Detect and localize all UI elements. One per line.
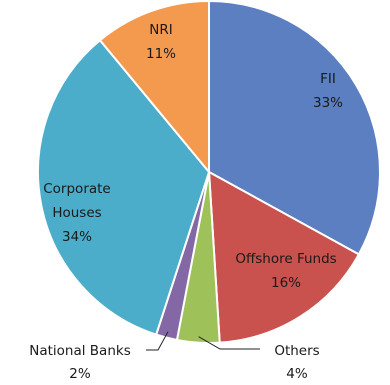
leader-lines bbox=[146, 331, 260, 351]
pie-slice-nri bbox=[99, 0, 210, 173]
slice-pct-corporate-houses: 34% bbox=[62, 229, 92, 245]
slice-label-nri: NRI bbox=[149, 22, 172, 38]
slice-pct-nri: 11% bbox=[146, 46, 176, 62]
slice-label-national-banks: National Banks bbox=[29, 343, 131, 359]
pie-slice-fii bbox=[208, 0, 381, 256]
slice-label-fii: FII bbox=[320, 71, 336, 87]
pie-slices bbox=[36, 0, 381, 344]
pie-slice-offshore-funds bbox=[208, 171, 360, 344]
leader-line-national-banks bbox=[146, 331, 169, 351]
pie-slice-corporate-houses bbox=[36, 39, 210, 336]
slice-pct-others: 4% bbox=[286, 366, 308, 382]
slice-label-corporate-houses: Corporate Houses bbox=[43, 181, 111, 221]
slice-pct-fii: 33% bbox=[313, 95, 343, 111]
slice-pct-national-banks: 2% bbox=[69, 366, 91, 382]
leader-line-others bbox=[198, 336, 260, 350]
slice-label-others: Others bbox=[274, 343, 319, 359]
slice-label-offshore-funds: Offshore Funds bbox=[235, 251, 336, 267]
slice-pct-offshore-funds: 16% bbox=[271, 275, 301, 291]
